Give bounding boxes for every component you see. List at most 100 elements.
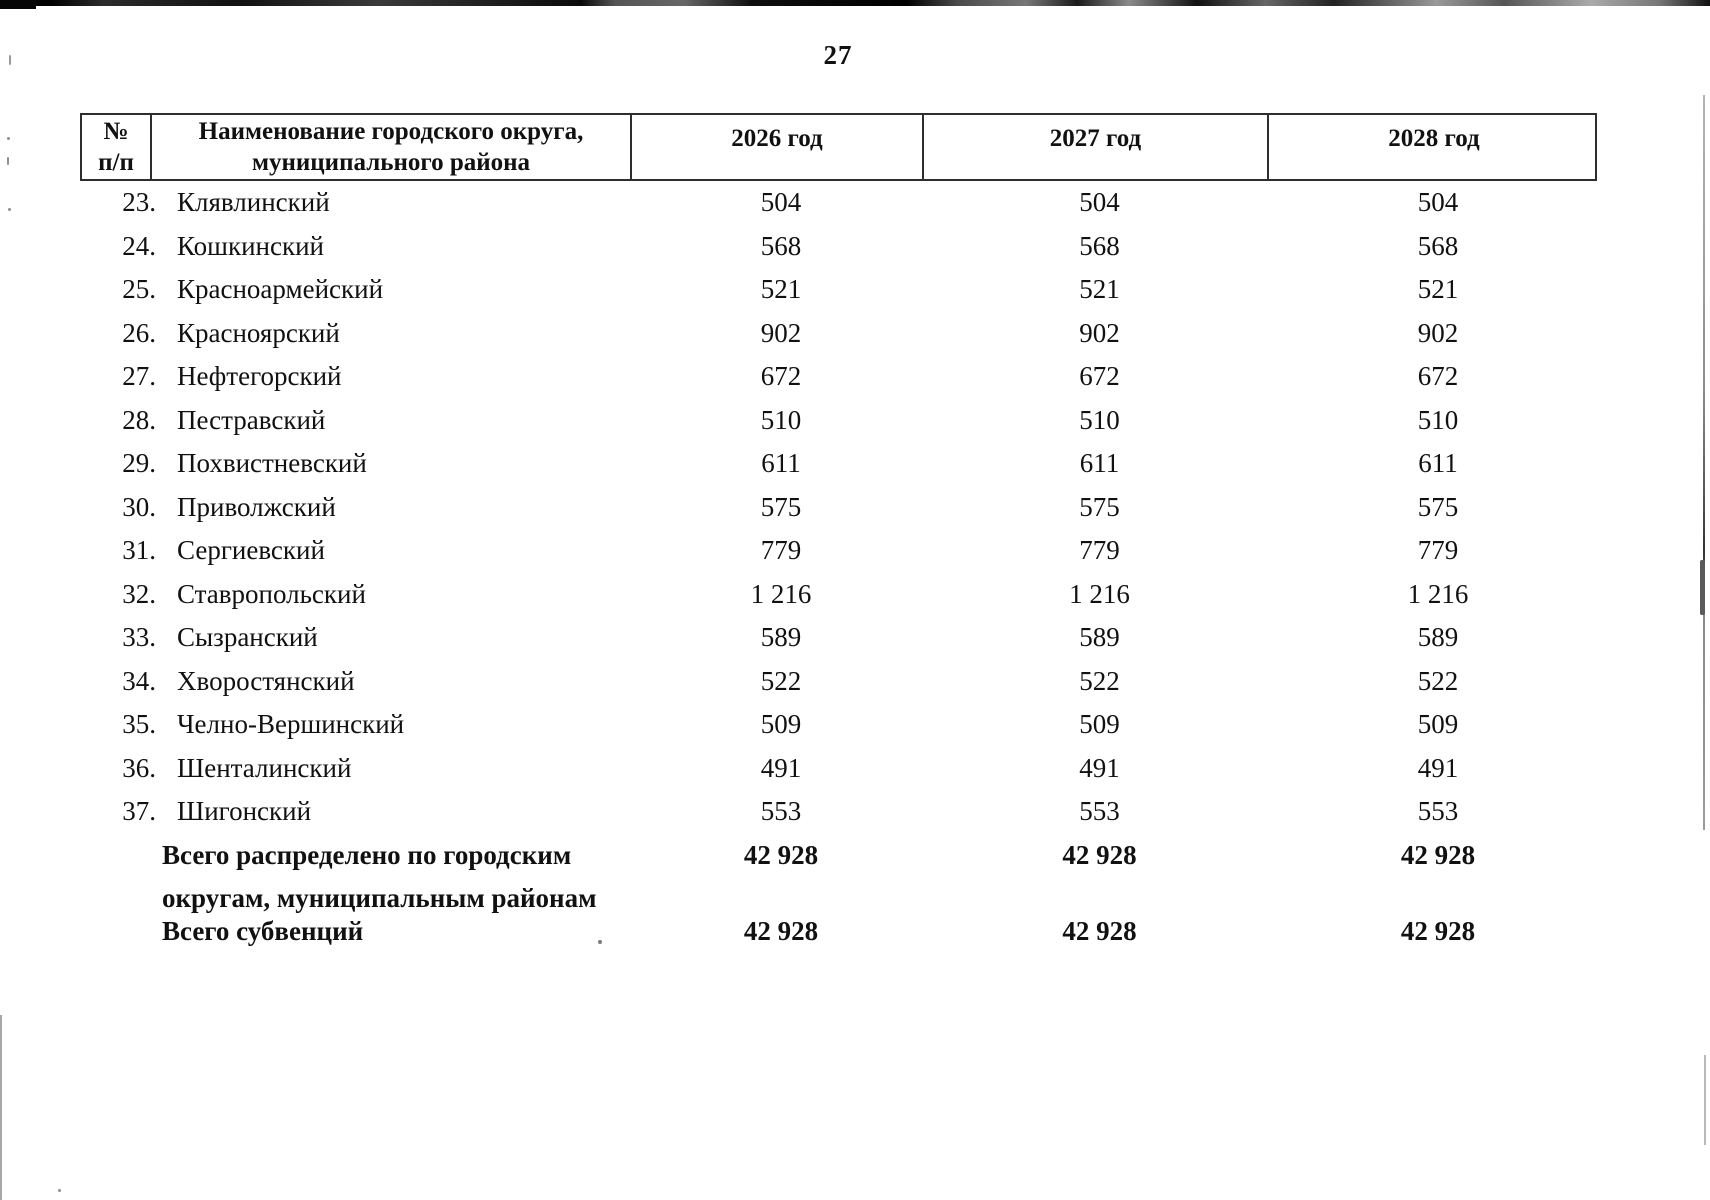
page-number: 27 [823,40,853,70]
value-2027: 611 [1079,448,1120,479]
value-2027: 509 [1079,709,1120,740]
header-cell-year-2026: 2026 год [630,115,922,179]
district-name: Сергиевский [177,535,325,566]
district-name: Пестравский [177,404,326,435]
table-row: 27. Нефтегорский 672 672 672 [80,355,1597,399]
value-2027: 553 [1079,796,1120,827]
scan-speck [7,137,10,140]
row-number: 28. [122,404,156,435]
value-2028: 510 [1417,404,1459,435]
value-2026: 589 [760,622,802,653]
value-2028: 902 [1417,317,1459,348]
district-name: Челно-Вершинский [177,709,405,740]
district-name: Шигонский [177,796,312,827]
value-2028: 553 [1417,796,1459,827]
value-2027: 510 [1079,404,1120,435]
value-2028: 779 [1417,535,1459,566]
value-2028: 611 [1418,448,1458,479]
row-number: 24. [122,230,156,261]
total-value-2026: 42 928 [743,839,819,870]
scan-artifact-right-speck [1700,560,1705,615]
value-2028: 521 [1417,274,1459,305]
value-2027: 568 [1079,230,1120,261]
value-2026: 611 [761,448,801,479]
value-2028: 509 [1417,709,1459,740]
table-row: 24. Кошкинский 568 568 568 [80,225,1597,269]
scan-speck [7,157,9,165]
table-total-row: Всего распределено по городским округам,… [80,834,1597,920]
district-name: Красноармейский [177,274,384,305]
table-row: 25. Красноармейский 521 521 521 [80,268,1597,312]
value-2028: 522 [1417,665,1459,696]
row-number: 30. [122,491,156,522]
value-2027: 522 [1079,665,1120,696]
scan-artifact-left-edge [0,1015,2,1200]
district-name: Хворостянский [177,665,355,696]
value-2028: 672 [1417,361,1459,392]
district-name: Красноярский [177,317,340,348]
scan-artifact-right-lower [1704,1055,1706,1145]
value-2026: 509 [760,709,802,740]
table-row: 23. Клявлинский 504 504 504 [80,181,1597,225]
value-2026: 491 [760,752,802,783]
header-cell-row-number: № п/п [82,115,150,179]
value-2028: 568 [1417,230,1459,261]
table-row: 26. Красноярский 902 902 902 [80,312,1597,356]
value-2026: 902 [760,317,802,348]
value-2027: 672 [1079,361,1120,392]
district-name: Похвистневский [177,448,367,479]
value-2027: 1 216 [1069,578,1130,609]
table-row: 36. Шенталинский 491 491 491 [80,747,1597,791]
table-row: 30. Приволжский 575 575 575 [80,486,1597,530]
value-2027: 589 [1079,622,1120,653]
value-2026: 672 [760,361,802,392]
row-number: 25. [122,274,156,305]
header-cell-year-2028: 2028 год [1267,115,1599,179]
total-value-2027: 42 928 [1062,839,1137,870]
table-row: 32. Ставропольский 1 216 1 216 1 216 [80,573,1597,617]
total-value-2026: 42 928 [743,915,819,946]
row-number: 32. [122,578,156,609]
row-number: 33. [122,622,156,653]
value-2026: 504 [760,187,802,218]
value-2028: 491 [1417,752,1459,783]
district-name: Клявлинский [177,187,330,218]
total-value-2027: 42 928 [1062,915,1137,946]
table-row: 28. Пестравский 510 510 510 [80,399,1597,443]
value-2026: 568 [760,230,802,261]
value-2026: 1 216 [750,578,812,609]
total-label: Всего субвенций [162,915,364,946]
value-2026: 553 [760,796,802,827]
scan-artifact-right-edge [1703,95,1705,830]
table-row: 31. Сергиевский 779 779 779 [80,529,1597,573]
district-name: Нефтегорский [177,361,342,392]
row-number: 36. [122,752,156,783]
scan-artifact-top-corner [0,0,36,9]
row-number: 27. [122,361,156,392]
scan-speck [58,1189,61,1192]
total-label: Всего распределено по городским округам,… [162,839,597,913]
row-number: 31. [122,535,156,566]
value-2028: 575 [1417,491,1459,522]
value-2027: 779 [1079,535,1120,566]
row-number: 34. [122,665,156,696]
district-name: Приволжский [177,491,336,522]
district-name: Ставропольский [177,578,366,609]
header-num-line1: № [103,118,129,145]
value-2028: 1 216 [1407,578,1469,609]
scan-speck [598,940,602,944]
header-num-line2: п/п [98,149,134,176]
value-2028: 589 [1417,622,1459,653]
table-row: 29. Похвистневский 611 611 611 [80,442,1597,486]
value-2027: 521 [1079,274,1120,305]
table-row: 37. Шигонский 553 553 553 [80,790,1597,834]
table-total-row: Всего субвенций 42 928 42 928 42 928 [80,910,1597,953]
row-number: 37. [122,796,156,827]
value-2026: 779 [760,535,802,566]
value-2026: 522 [760,665,802,696]
scan-artifact-top-edge [0,0,1710,6]
value-2028: 504 [1417,187,1459,218]
header-cell-year-2027: 2027 год [922,115,1267,179]
header-cell-district-name: Наименование городского округа, муниципа… [150,115,630,179]
